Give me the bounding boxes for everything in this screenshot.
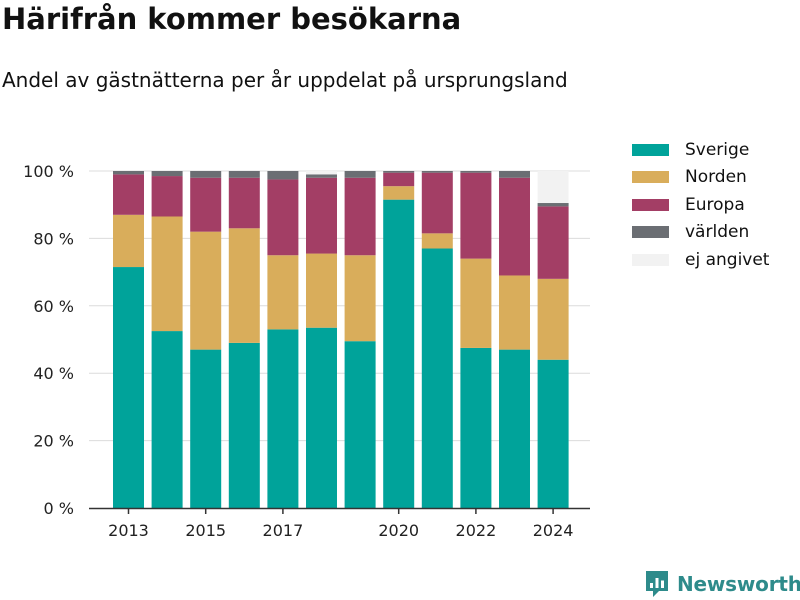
y-tick-label: 0 % [44, 499, 74, 518]
y-tick-label: 80 % [33, 229, 74, 248]
bar-segment [421, 248, 453, 508]
bar-segment [537, 171, 569, 204]
x-tick-label: 2015 [185, 521, 226, 540]
bar-segment [113, 267, 144, 508]
bar-segment [306, 171, 337, 175]
x-tick-label: 2013 [108, 521, 149, 540]
bar-segment [421, 233, 453, 249]
bar-segment [228, 228, 260, 343]
bar-segment [383, 199, 415, 508]
y-tick-label: 40 % [33, 364, 74, 383]
legend-label: Europa [685, 194, 745, 215]
bar-segment [228, 342, 260, 508]
legend: Sverige Norden Europa världen ej angivet [632, 136, 769, 274]
bar-segment [306, 253, 337, 328]
bar-segment [228, 171, 260, 178]
chart-subtitle: Andel av gästnätterna per år uppdelat på… [2, 68, 568, 92]
bar-segment [228, 177, 260, 229]
legend-label: Sverige [685, 139, 750, 160]
bar-segment [383, 171, 415, 173]
legend-label: ej angivet [685, 249, 770, 270]
bar-segment [190, 177, 222, 232]
brand-name: Newsworthy [677, 572, 800, 596]
bar-segment [113, 174, 144, 215]
bar-segment [537, 206, 569, 279]
legend-item: Sverige [632, 136, 769, 164]
x-tick-label: 2024 [533, 521, 574, 540]
bar-segment [383, 172, 415, 187]
bar-segment [460, 172, 492, 259]
x-axis: 2013 2015 2017 2020 2022 2024 [89, 507, 590, 540]
bar-segment [306, 327, 337, 508]
bar-segment [267, 179, 299, 256]
chart-title: Härifrån kommer besökarna [2, 2, 462, 36]
x-tick-label: 2017 [263, 521, 304, 540]
newsworthy-logo-icon [646, 571, 668, 597]
bar-segment [267, 329, 299, 508]
bar-segment [344, 255, 376, 342]
bar-segment [267, 171, 299, 180]
x-tick-label: 2020 [378, 521, 419, 540]
legend-label: Norden [685, 167, 747, 188]
legend-swatch [632, 253, 669, 266]
bar-segment [113, 171, 144, 175]
bar-segment [344, 177, 376, 256]
bar-segment [190, 171, 222, 178]
legend-swatch [632, 198, 669, 211]
legend-item: världen [632, 219, 769, 247]
legend-swatch [632, 226, 669, 239]
bar-segment [421, 172, 453, 234]
y-tick-label: 20 % [33, 432, 74, 451]
bar-segment [344, 171, 376, 178]
bar-segment [499, 275, 530, 350]
bar-segment [344, 341, 376, 508]
y-axis: 0 % 20 % 40 % 60 % 80 % 100 % [23, 162, 74, 518]
bar-segment [306, 174, 337, 178]
bar-segment [537, 359, 569, 508]
bar-segment [499, 349, 530, 508]
bar-segment [460, 258, 492, 348]
bar-segment [151, 171, 183, 177]
brand-logo: Newsworthy [644, 569, 800, 599]
bar-segment [499, 177, 530, 276]
y-tick-label: 60 % [33, 297, 74, 316]
bar-segment [537, 278, 569, 360]
legend-swatch [632, 171, 669, 184]
bar-segment [460, 171, 492, 173]
bars [113, 171, 569, 508]
bar-segment [113, 214, 144, 268]
bar-segment [421, 171, 453, 173]
legend-label: världen [685, 222, 750, 243]
legend-swatch [632, 143, 669, 156]
bar-segment [151, 331, 183, 508]
bar-segment [151, 216, 183, 332]
legend-item: Europa [632, 191, 769, 219]
bar-segment [499, 171, 530, 178]
bar-segment [537, 203, 569, 207]
legend-item: Norden [632, 164, 769, 192]
bar-segment [383, 186, 415, 200]
y-tick-label: 100 % [23, 162, 74, 181]
x-tick-label: 2022 [456, 521, 497, 540]
bar-segment [460, 347, 492, 508]
bar-segment [267, 255, 299, 330]
bar-segment [190, 231, 222, 350]
bar-segment [190, 349, 222, 508]
bar-segment [151, 176, 183, 217]
bar-segment [306, 177, 337, 254]
legend-item: ej angivet [632, 246, 769, 274]
